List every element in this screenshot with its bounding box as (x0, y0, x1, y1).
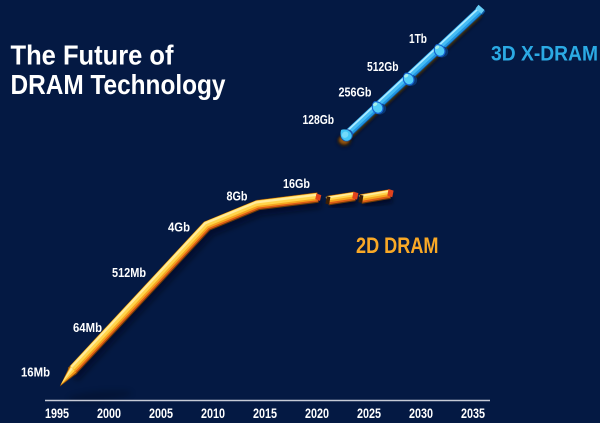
svg-text:3D X-DRAM: 3D X-DRAM (491, 43, 598, 66)
svg-text:1995: 1995 (45, 406, 69, 421)
svg-text:1Tb: 1Tb (409, 31, 427, 46)
svg-text:2015: 2015 (253, 406, 277, 421)
svg-text:512Mb: 512Mb (112, 265, 146, 280)
svg-text:2025: 2025 (357, 406, 381, 421)
svg-text:2005: 2005 (149, 406, 173, 421)
svg-text:2D DRAM: 2D DRAM (356, 233, 439, 258)
svg-text:256Gb: 256Gb (339, 85, 372, 100)
svg-text:2020: 2020 (305, 406, 329, 421)
svg-text:16Gb: 16Gb (283, 176, 310, 191)
svg-text:8Gb: 8Gb (227, 188, 248, 203)
svg-text:2035: 2035 (461, 406, 485, 421)
svg-text:2030: 2030 (409, 406, 433, 421)
svg-text:16Mb: 16Mb (21, 365, 50, 380)
svg-text:512Gb: 512Gb (367, 59, 399, 74)
svg-text:64Mb: 64Mb (73, 320, 102, 335)
svg-text:4Gb: 4Gb (168, 220, 190, 235)
svg-text:2010: 2010 (201, 406, 225, 421)
svg-text:The Future of: The Future of (11, 40, 175, 71)
svg-text:2000: 2000 (97, 406, 121, 421)
svg-text:128Gb: 128Gb (303, 112, 335, 127)
svg-text:DRAM Technology: DRAM Technology (11, 69, 226, 100)
